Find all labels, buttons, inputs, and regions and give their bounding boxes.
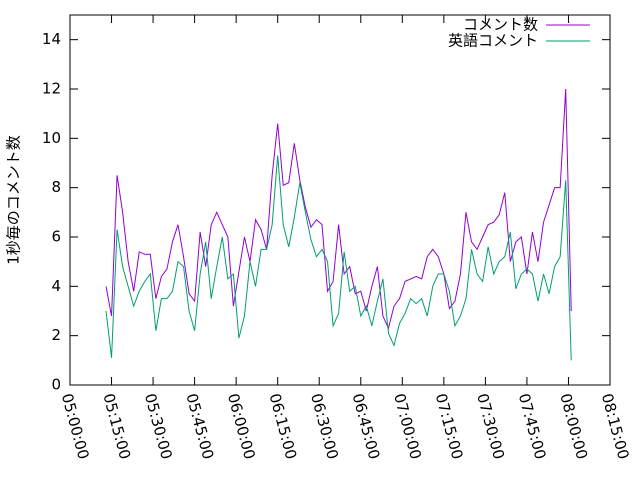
data-line [105,88,572,330]
x-tick-label: 05:45:00 [182,392,217,462]
legend-label: 英語コメント [448,32,538,50]
x-tick-label: 06:15:00 [265,392,300,462]
x-tick-label: 08:00:00 [556,392,591,462]
x-tick-label: 05:00:00 [58,392,93,462]
x-tick-label: 05:30:00 [141,392,176,462]
y-tick-label: 12 [42,80,61,98]
x-tick-label: 07:00:00 [390,392,425,462]
x-tick-label: 07:15:00 [432,392,467,462]
y-tick-label: 4 [51,277,61,295]
legend-label: コメント数 [463,16,538,34]
x-tick-label: 08:15:00 [598,392,633,462]
y-tick-label: 8 [51,178,61,196]
x-tick-label: 06:45:00 [349,392,384,462]
y-tick-label: 10 [42,129,61,147]
y-tick-label: 14 [42,30,61,48]
x-tick-label: 05:15:00 [99,392,134,462]
y-axis-label: 1秒毎のコメント数 [5,135,23,265]
x-tick-label: 06:00:00 [224,392,259,462]
data-line [105,155,572,361]
x-tick-label: 06:30:00 [307,392,342,462]
x-tick-label: 07:45:00 [515,392,550,462]
x-tick-label: 07:30:00 [473,392,508,462]
y-tick-label: 2 [51,326,61,344]
plot-border [69,14,611,386]
y-tick-label: 0 [51,376,61,394]
y-tick-label: 6 [51,228,61,246]
